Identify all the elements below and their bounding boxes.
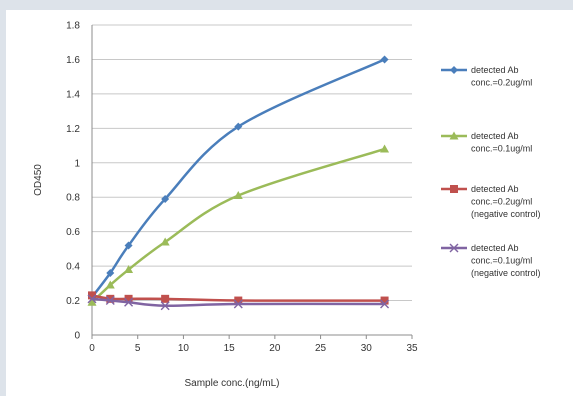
legend-label: (negative control) bbox=[471, 268, 541, 278]
data-point-square bbox=[161, 294, 170, 303]
data-point-triangle bbox=[105, 280, 115, 289]
data-point-square bbox=[106, 294, 115, 303]
data-point-cross bbox=[380, 299, 390, 309]
x-tick-label: 0 bbox=[89, 343, 95, 354]
x-tick-label: 10 bbox=[178, 343, 190, 354]
y-tick-label: 1.8 bbox=[66, 21, 80, 32]
data-point-triangle bbox=[380, 144, 390, 153]
data-point-diamond bbox=[380, 55, 389, 64]
series-3 bbox=[88, 291, 389, 305]
x-tick-label: 5 bbox=[135, 343, 141, 354]
cross-stroke bbox=[380, 299, 390, 309]
data-point-triangle bbox=[160, 237, 170, 246]
legend-item-3: detected Ab conc.=0.2ug/ml (negative contr… bbox=[441, 184, 541, 219]
axes: 0 0.2 0.4 0.6 0.8 1 1.2 1.4 1.6 1.8 0 5 10 15 20 25 30 35 bbox=[66, 21, 418, 355]
left-border bbox=[0, 0, 6, 396]
data-point-diamond bbox=[124, 241, 133, 250]
y-tick-label: 0.8 bbox=[66, 193, 80, 204]
series-line bbox=[91, 147, 385, 304]
series-4 bbox=[87, 294, 390, 311]
y-tick-label: 0.2 bbox=[66, 296, 80, 307]
legend-label: detected Ab bbox=[471, 65, 519, 75]
data-point-cross bbox=[160, 301, 170, 311]
x-tick-label: 20 bbox=[269, 343, 281, 354]
data-point-cross bbox=[449, 243, 459, 253]
data-point-triangle bbox=[124, 265, 134, 274]
x-axis-title: Sample conc.(ng/mL) bbox=[184, 378, 279, 389]
data-point-cross bbox=[87, 294, 97, 304]
data-point-diamond bbox=[450, 66, 458, 74]
legend-label: conc.=0.2ug/ml bbox=[471, 78, 532, 88]
data-point-square bbox=[124, 294, 133, 303]
data-point-diamond bbox=[106, 269, 115, 277]
legend-item-1: detected Ab conc.=0.2ug/ml bbox=[441, 65, 532, 88]
data-point-cross bbox=[105, 296, 115, 306]
y-tick-label: 1.6 bbox=[66, 55, 80, 66]
legend-label: conc.=0.1ug/ml bbox=[471, 256, 532, 266]
y-tick-label: 1 bbox=[74, 158, 80, 169]
data-point-cross bbox=[233, 299, 243, 309]
cross-stroke bbox=[233, 299, 243, 309]
data-point-diamond bbox=[234, 122, 243, 131]
top-border bbox=[0, 0, 573, 10]
cross-stroke bbox=[124, 297, 134, 307]
legend-item-4: detected Ab conc.=0.1ug/ml (negative contr… bbox=[441, 243, 541, 278]
legend-label: conc.=0.1ug/ml bbox=[471, 144, 532, 154]
cross-stroke bbox=[449, 243, 459, 253]
data-point-triangle bbox=[233, 191, 243, 199]
cross-stroke bbox=[87, 294, 97, 304]
x-tick-label: 35 bbox=[406, 343, 418, 354]
legend-label: detected Ab bbox=[471, 184, 519, 194]
legend-label: detected Ab bbox=[471, 243, 519, 253]
y-tick-label: 0.6 bbox=[66, 227, 80, 238]
cross-stroke bbox=[105, 296, 115, 306]
data-point-triangle bbox=[87, 297, 97, 306]
data-point-triangle bbox=[449, 131, 459, 140]
data-point-square bbox=[88, 291, 96, 300]
y-tick-label: 1.2 bbox=[66, 124, 80, 135]
legend-item-2: detected Ab conc.=0.1ug/ml bbox=[441, 131, 532, 154]
data-point-square bbox=[450, 185, 458, 193]
y-axis-title: OD450 bbox=[33, 164, 44, 196]
legend-label: detected Ab bbox=[471, 131, 519, 141]
data-point-square bbox=[234, 296, 243, 305]
legend-label: (negative control) bbox=[471, 209, 541, 219]
data-point-cross bbox=[124, 297, 134, 307]
data-point-diamond bbox=[161, 194, 170, 203]
series-1 bbox=[88, 55, 389, 302]
series-2 bbox=[87, 144, 390, 306]
cross-stroke bbox=[160, 301, 170, 311]
x-tick-label: 15 bbox=[224, 343, 236, 354]
y-tick-label: 0 bbox=[74, 331, 80, 342]
series-group bbox=[87, 55, 390, 311]
x-tick-label: 25 bbox=[315, 343, 327, 354]
series-line bbox=[91, 58, 386, 298]
data-point-square bbox=[380, 296, 389, 305]
legend: detected Ab conc.=0.2ug/ml detected Ab conc… bbox=[441, 65, 541, 278]
y-tick-label: 0.4 bbox=[66, 262, 80, 273]
legend-label: conc.=0.2ug/ml bbox=[471, 197, 532, 207]
x-tick-label: 30 bbox=[361, 343, 373, 354]
y-tick-label: 1.4 bbox=[66, 89, 80, 100]
